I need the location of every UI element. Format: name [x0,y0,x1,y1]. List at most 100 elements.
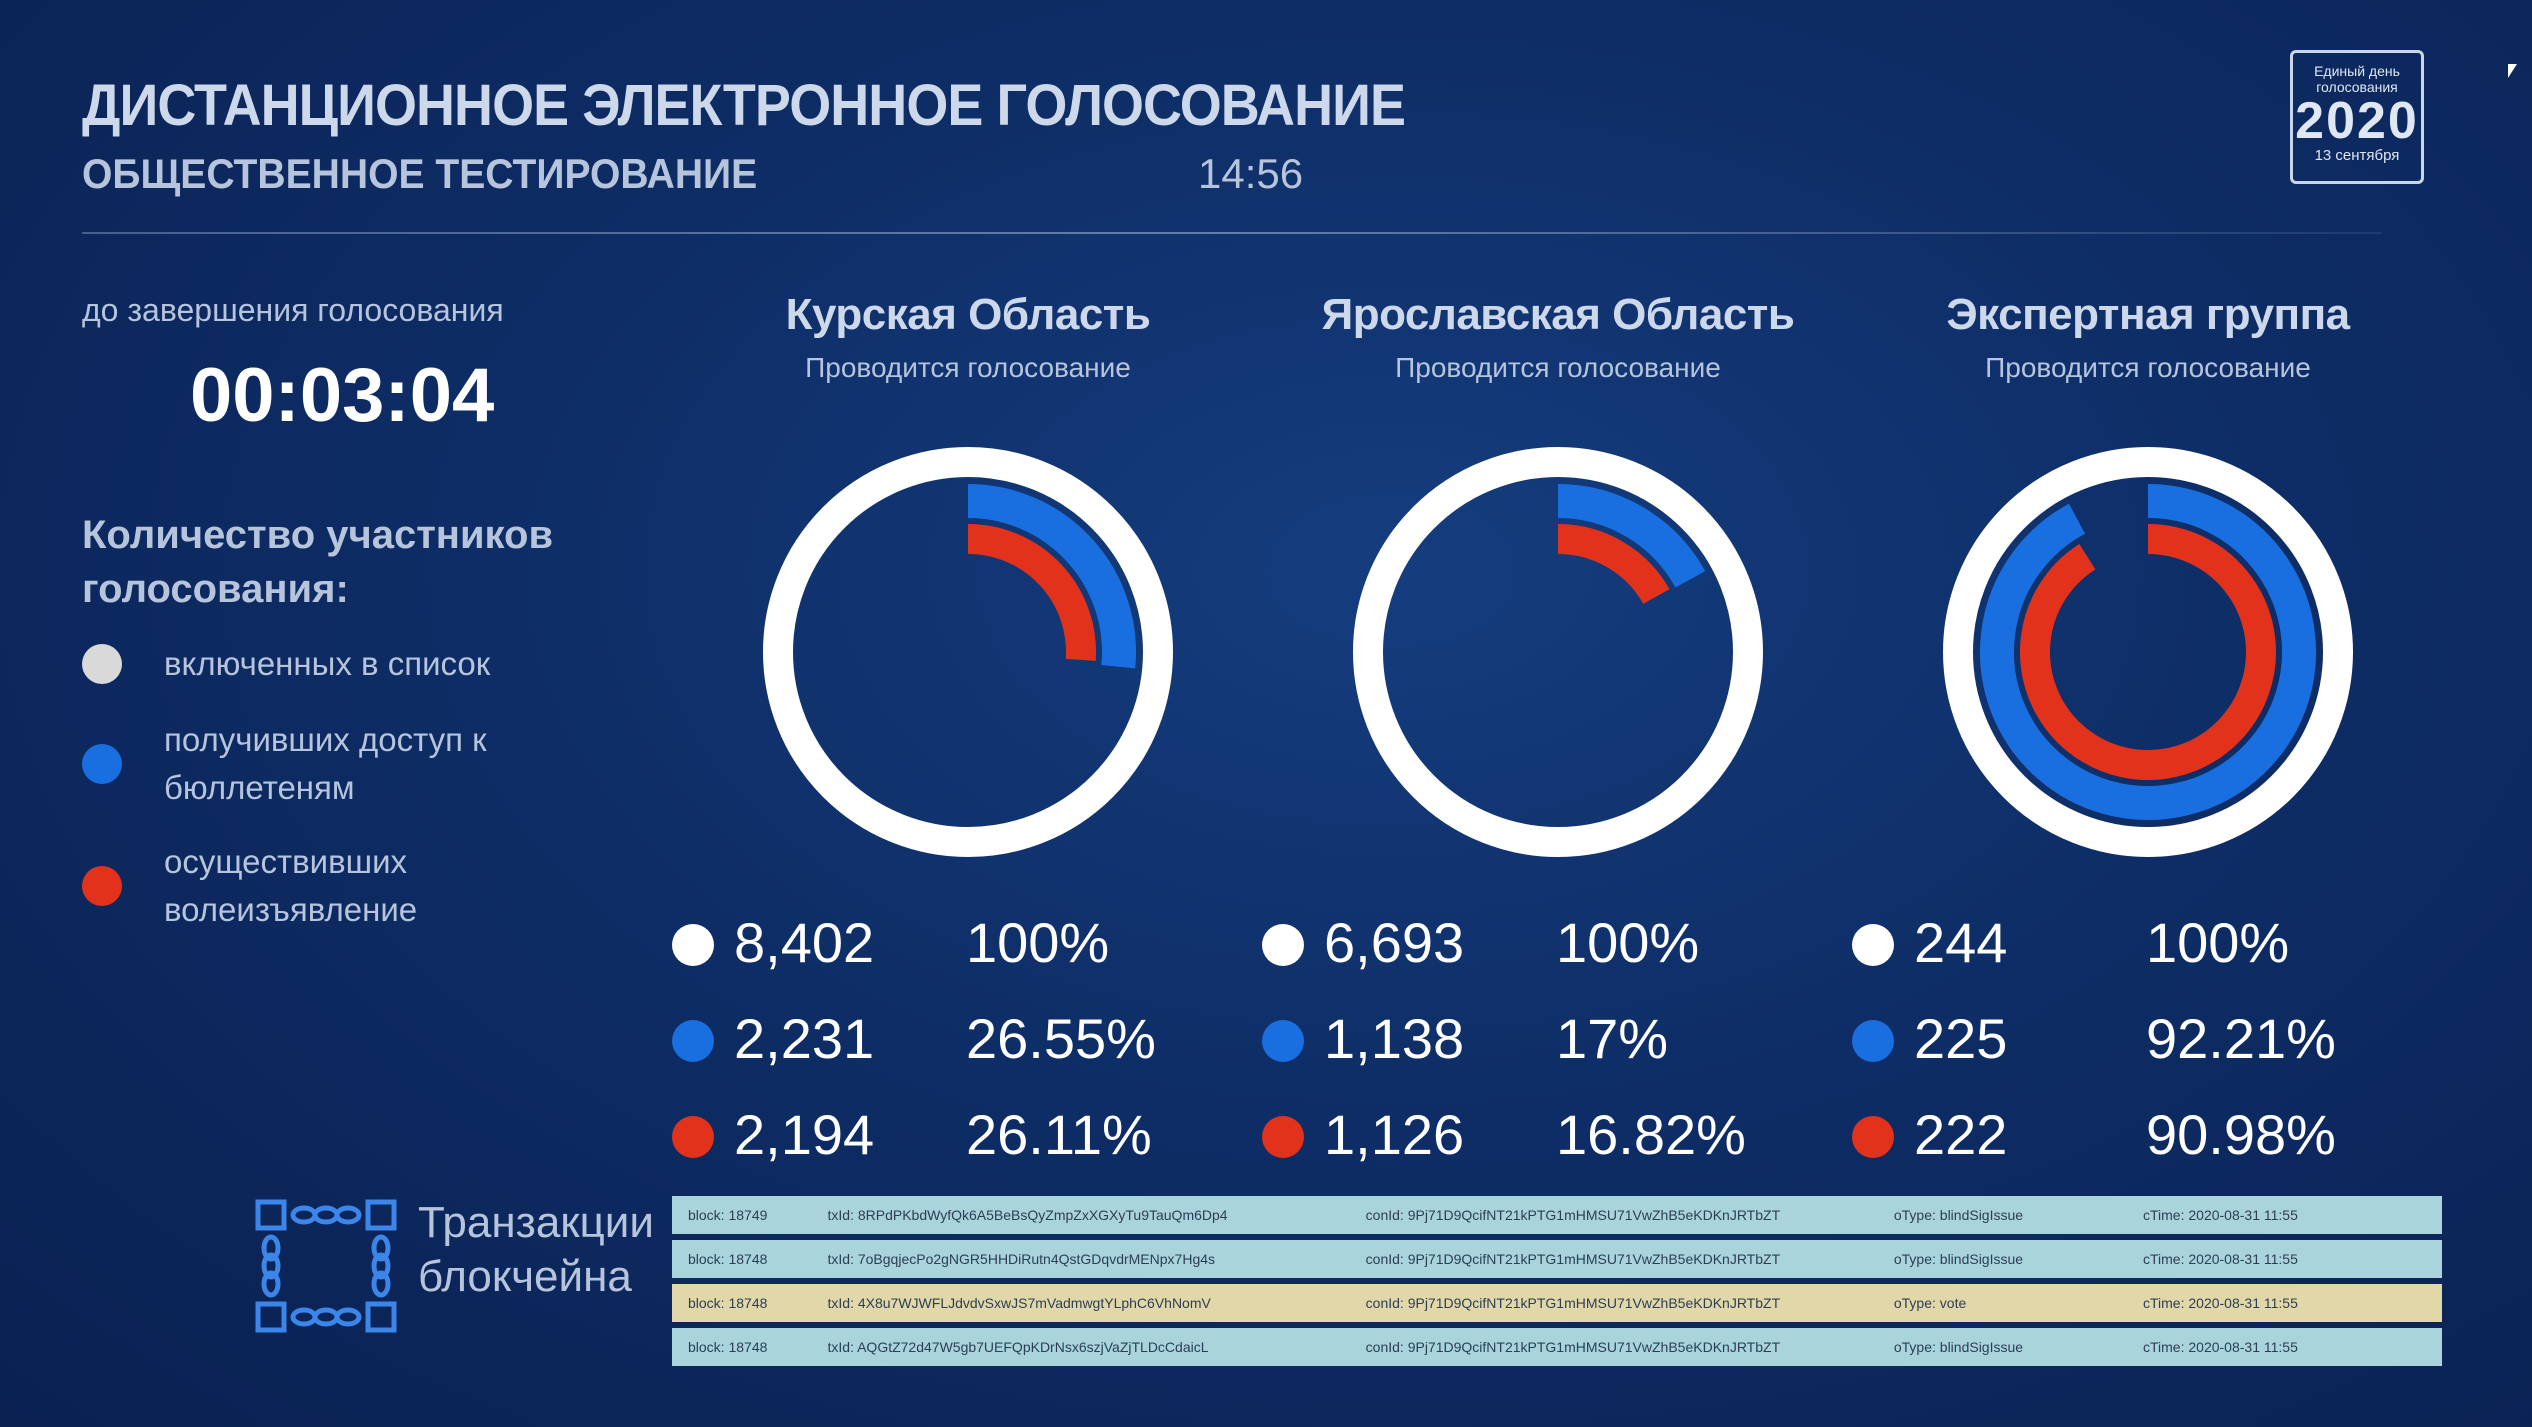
tx-id: txId: 8RPdPKbdWyfQk6A5BeBsQyZmpZxXGXyTu9… [827,1207,1228,1223]
donut-arc-access [1980,484,2316,820]
transactions-table: block: 18749 txId: 8RPdPKbdWyfQk6A5BeBsQ… [672,1196,2442,1372]
blockchain-chain-icon [255,1199,397,1333]
tx-ctime: cTime: 2020-08-31 11:55 [2143,1207,2298,1223]
logo-date: 13 сентября [2314,147,2400,164]
page-title: ДИСТАНЦИОННОЕ ЭЛЕКТРОННОЕ ГОЛОСОВАНИЕ [82,73,1406,138]
stat-count: 244 [1914,911,2008,974]
stat-count: 2,231 [734,1007,875,1070]
donut-chart-experts [1943,447,2353,857]
tx-id: txId: 4X8u7WJWFLJdvdvSxwJS7mVadmwgtYLphC… [827,1295,1211,1311]
stat-percent: 16.82% [1556,1103,1746,1166]
mouse-cursor-icon [2508,64,2517,78]
stat-row-access: 2,231 26.55% [672,996,1232,1092]
region-name: Экспертная группа [1946,290,2350,339]
stat-dot-access [1852,1020,1894,1062]
tx-block: block: 18748 [688,1339,768,1355]
blockchain-label-line1: Транзакции [418,1198,654,1247]
tx-ctime: cTime: 2020-08-31 11:55 [2143,1339,2298,1355]
tx-otype: oType: vote [1893,1295,1967,1311]
blockchain-label: Транзакции блокчейна [418,1196,654,1304]
region-name: Ярославская Область [1321,290,1795,339]
legend-dot-included [82,644,122,684]
donut-arc-access [1557,484,1706,588]
donut-arc-voted [2020,524,2276,780]
stat-dot-included [1852,924,1894,966]
region-name: Курская Область [785,290,1151,339]
stat-percent: 26.11% [966,1103,1152,1166]
region-header-yaroslavl: Ярославская Область Проводится голосован… [1278,290,1838,384]
stat-dot-voted [672,1116,714,1158]
logo-caption: Единый день голосования [2314,63,2400,95]
stat-row-voted: 222 90.98% [1852,1092,2412,1188]
donut-arc-access [967,484,1136,669]
stat-percent: 90.98% [2146,1103,2336,1166]
tx-block: block: 18749 [688,1207,768,1223]
election-day-logo: Единый день голосования 2020 13 сентября [2290,50,2424,184]
stats-yaroslavl: 6,693 100% 1,138 17% 1,126 16.82% [1262,900,1822,1188]
stat-percent: 26.55% [966,1007,1156,1070]
tx-ctime: cTime: 2020-08-31 11:55 [2143,1295,2298,1311]
region-status: Проводится голосование [805,352,1131,383]
region-status: Проводится голосование [1395,352,1721,383]
donut-ring-included [1353,447,1763,857]
stat-percent: 100% [966,911,1110,974]
donut-arc-voted [1557,524,1670,605]
stat-percent: 92.21% [2146,1007,2336,1070]
stat-percent: 100% [1556,911,1700,974]
current-time: 14:56 [1198,150,1304,197]
table-row: block: 18748 txId: 7oBgqjecPo2gNGR5HHDiR… [672,1240,2442,1278]
tx-ctime: cTime: 2020-08-31 11:55 [2143,1251,2298,1267]
stat-count: 1,126 [1324,1103,1465,1166]
stat-row-included: 244 100% [1852,900,2412,996]
table-row: block: 18748 txId: 4X8u7WJWFLJdvdvSxwJS7… [672,1284,2442,1322]
stat-row-voted: 1,126 16.82% [1262,1092,1822,1188]
logo-year: 2020 [2295,92,2419,150]
countdown-timer: 00:03:04 [190,353,495,438]
stat-dot-voted [1262,1116,1304,1158]
stat-count: 1,138 [1324,1007,1465,1070]
countdown-label: до завершения голосования [82,292,504,328]
donut-ring-included [1943,447,2353,857]
legend-dot-access [82,744,122,784]
blockchain-label-line2: блокчейна [418,1252,632,1301]
legend-title: Количество участников голосования: [82,513,554,611]
tx-block: block: 18748 [688,1295,768,1311]
tx-id: txId: AQGtZ72d47W5gb7UEFQpKDrNsx6szjVaZj… [827,1339,1209,1355]
stat-count: 222 [1914,1103,2008,1166]
stat-row-included: 8,402 100% [672,900,1232,996]
stat-dot-access [672,1020,714,1062]
tx-otype: oType: blindSigIssue [1893,1339,2024,1355]
legend-dot-voted [82,866,122,906]
tx-conid: conId: 9Pj71D9QcifNT21kPTG1mHMSU71VwZhB5… [1365,1339,1781,1355]
legend-label-voted: осуществивших волеизъявление [164,843,418,928]
legend-item-voted: осуществивших волеизъявление [82,838,544,934]
tx-block: block: 18748 [688,1251,768,1267]
stat-percent: 17% [1556,1007,1669,1070]
donut-chart-kursk [763,447,1173,857]
stat-count: 225 [1914,1007,2008,1070]
region-status: Проводится голосование [1985,352,2311,383]
table-row: block: 18748 txId: AQGtZ72d47W5gb7UEFQpK… [672,1328,2442,1366]
stat-percent: 100% [2146,911,2290,974]
tx-conid: conId: 9Pj71D9QcifNT21kPTG1mHMSU71VwZhB5… [1365,1295,1781,1311]
stat-dot-access [1262,1020,1304,1062]
stats-experts: 244 100% 225 92.21% 222 90.98% [1852,900,2412,1188]
stat-row-included: 6,693 100% [1262,900,1822,996]
donut-chart-yaroslavl [1353,447,1763,857]
tx-conid: conId: 9Pj71D9QcifNT21kPTG1mHMSU71VwZhB5… [1365,1207,1781,1223]
stat-dot-voted [1852,1116,1894,1158]
stat-dot-included [672,924,714,966]
tx-otype: oType: blindSigIssue [1893,1251,2024,1267]
tx-conid: conId: 9Pj71D9QcifNT21kPTG1mHMSU71VwZhB5… [1365,1251,1781,1267]
stat-row-voted: 2,194 26.11% [672,1092,1232,1188]
table-row: block: 18749 txId: 8RPdPKbdWyfQk6A5BeBsQ… [672,1196,2442,1234]
legend-label-included: включенных в список [164,645,491,682]
donut-arc-voted [967,524,1096,661]
header-divider [82,232,2382,234]
tx-otype: oType: blindSigIssue [1893,1207,2024,1223]
stat-row-access: 1,138 17% [1262,996,1822,1092]
tx-id: txId: 7oBgqjecPo2gNGR5HHDiRutn4QstGDqvdr… [827,1251,1216,1267]
stat-row-access: 225 92.21% [1852,996,2412,1092]
legend-label-access: получивших доступ к бюллетеням [164,721,487,806]
legend-item-access: получивших доступ к бюллетеням [82,716,544,812]
